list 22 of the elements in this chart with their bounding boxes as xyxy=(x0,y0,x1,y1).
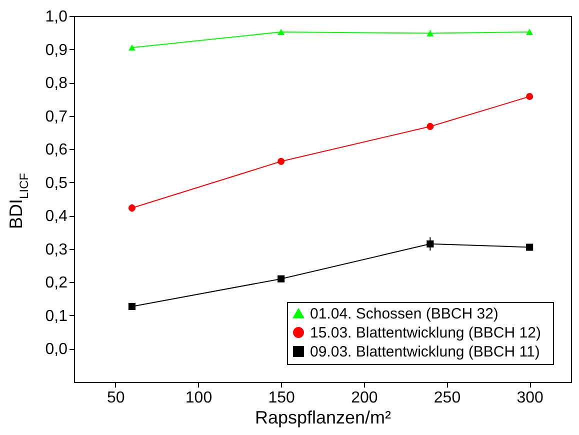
y-tick-label: 0,6 xyxy=(45,142,68,159)
y-tick-label: 0,8 xyxy=(45,75,68,92)
y-tick-label: 0,4 xyxy=(45,208,68,226)
y-tick-label: 0,3 xyxy=(45,241,68,258)
y-tick-label: 0,5 xyxy=(45,174,68,192)
x-axis-title: Rapspflanzen/m² xyxy=(254,408,392,428)
y-tick-label: 0,2 xyxy=(45,274,68,292)
y-tick-label: 0,0 xyxy=(45,341,68,358)
x-tick-label: 200 xyxy=(351,390,378,406)
y-tick-label: 0,7 xyxy=(45,108,68,126)
legend-label: 09.03. Blattentwicklung (BBCH 11) xyxy=(310,344,540,360)
y-tick-label: 0,9 xyxy=(45,42,68,59)
y-axis-title: BDILICF xyxy=(6,172,31,230)
x-tick-label: 150 xyxy=(268,390,296,406)
legend-label: 15.03. Blattentwicklung (BBCH 12) xyxy=(310,324,541,342)
legend-label: 01.04. Schossen (BBCH 32) xyxy=(310,306,498,322)
x-tick-label: 250 xyxy=(434,390,461,406)
y-tick-label: 0,1 xyxy=(45,308,68,325)
x-tick-label: 50 xyxy=(107,390,125,406)
x-tick-label: 100 xyxy=(185,390,212,406)
y-tick-label: 1,0 xyxy=(45,8,68,26)
x-tick-label: 300 xyxy=(516,390,544,406)
